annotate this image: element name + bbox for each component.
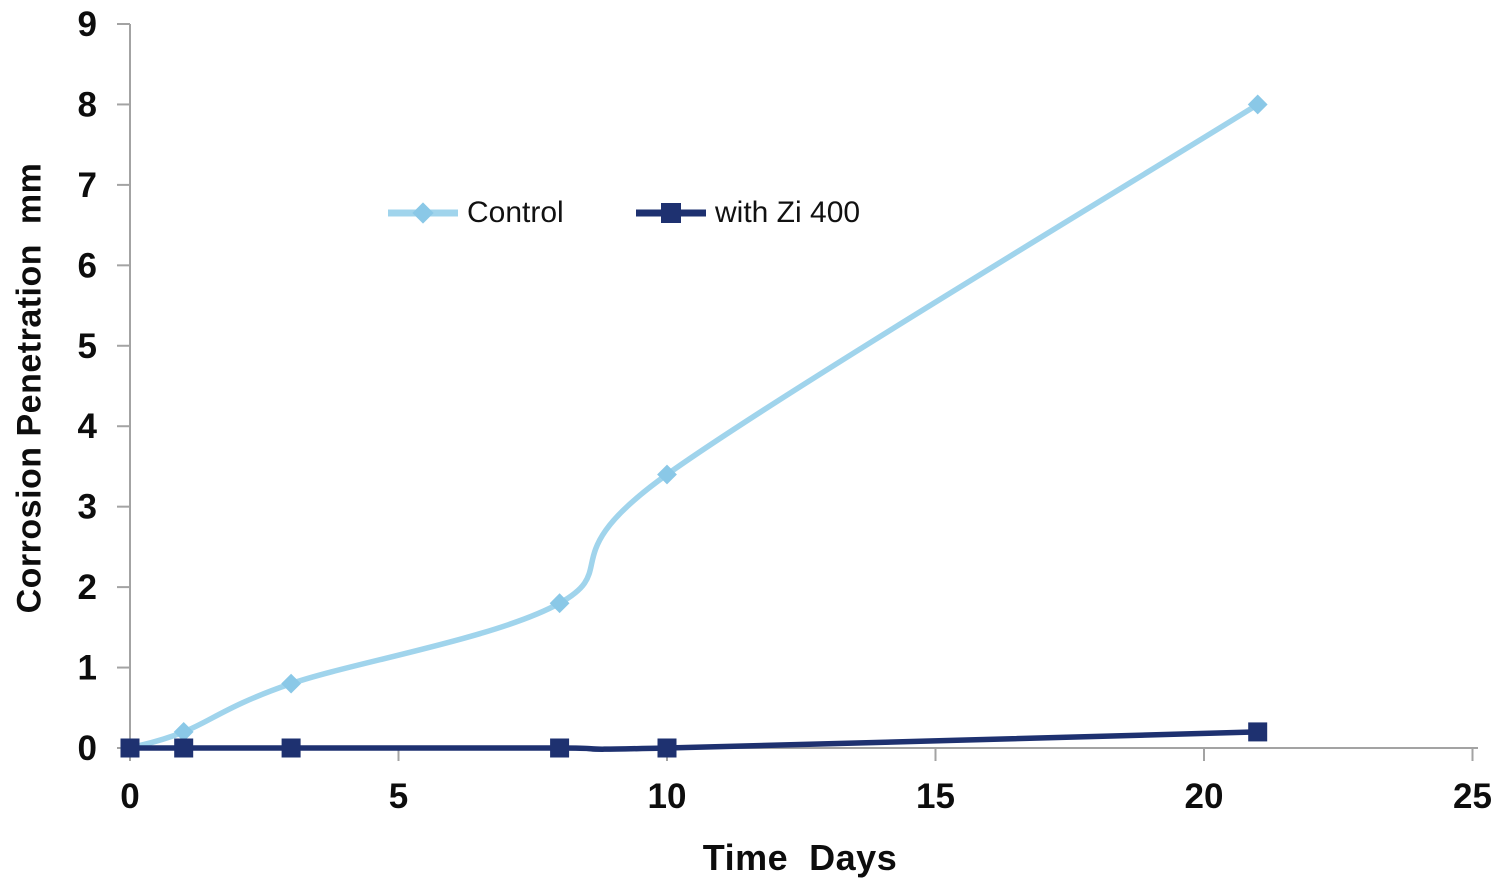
square-marker: [281, 738, 301, 758]
square-marker: [120, 738, 140, 758]
zi400-line-square-icon: [636, 203, 706, 223]
legend-label-control: Control: [467, 196, 564, 229]
y-tick-label: 6: [78, 246, 97, 285]
legend-item-with-zi-400: with Zi 400: [636, 196, 861, 229]
x-axis-title: Time Days: [702, 837, 898, 878]
x-tick-label: 20: [1185, 777, 1224, 816]
diamond-marker: [1247, 94, 1268, 115]
series-line-0: [127, 101, 1261, 751]
y-tick-label: 4: [78, 407, 98, 446]
square-marker: [550, 738, 570, 758]
y-tick-label: 1: [78, 649, 97, 688]
control-line-diamond-icon: [388, 202, 458, 224]
legend-diamond-marker: [412, 202, 434, 224]
y-axis-title: Corrosion Penetration mm: [10, 162, 49, 614]
x-tick-label: 0: [120, 777, 139, 816]
x-tick-label: 10: [648, 777, 687, 816]
x-tick-label: 5: [389, 777, 408, 816]
y-tick-label: 7: [78, 166, 97, 205]
square-marker: [657, 738, 677, 758]
x-tick-label: 15: [916, 777, 955, 816]
x-tick-label: 25: [1453, 777, 1492, 816]
diamond-marker: [281, 673, 301, 694]
square-marker: [1248, 722, 1268, 742]
y-tick-label: 0: [78, 729, 97, 768]
legend-square-marker: [661, 203, 681, 223]
y-tick-label: 3: [78, 488, 97, 527]
y-tick-label: 8: [78, 85, 97, 124]
legend-label-zi400: with Zi 400: [715, 196, 861, 229]
y-tick-label: 9: [78, 5, 97, 44]
y-tick-label: 2: [78, 568, 97, 607]
legend-item-control: Control: [388, 196, 564, 229]
y-tick-label: 5: [78, 327, 97, 366]
square-marker: [174, 738, 194, 758]
